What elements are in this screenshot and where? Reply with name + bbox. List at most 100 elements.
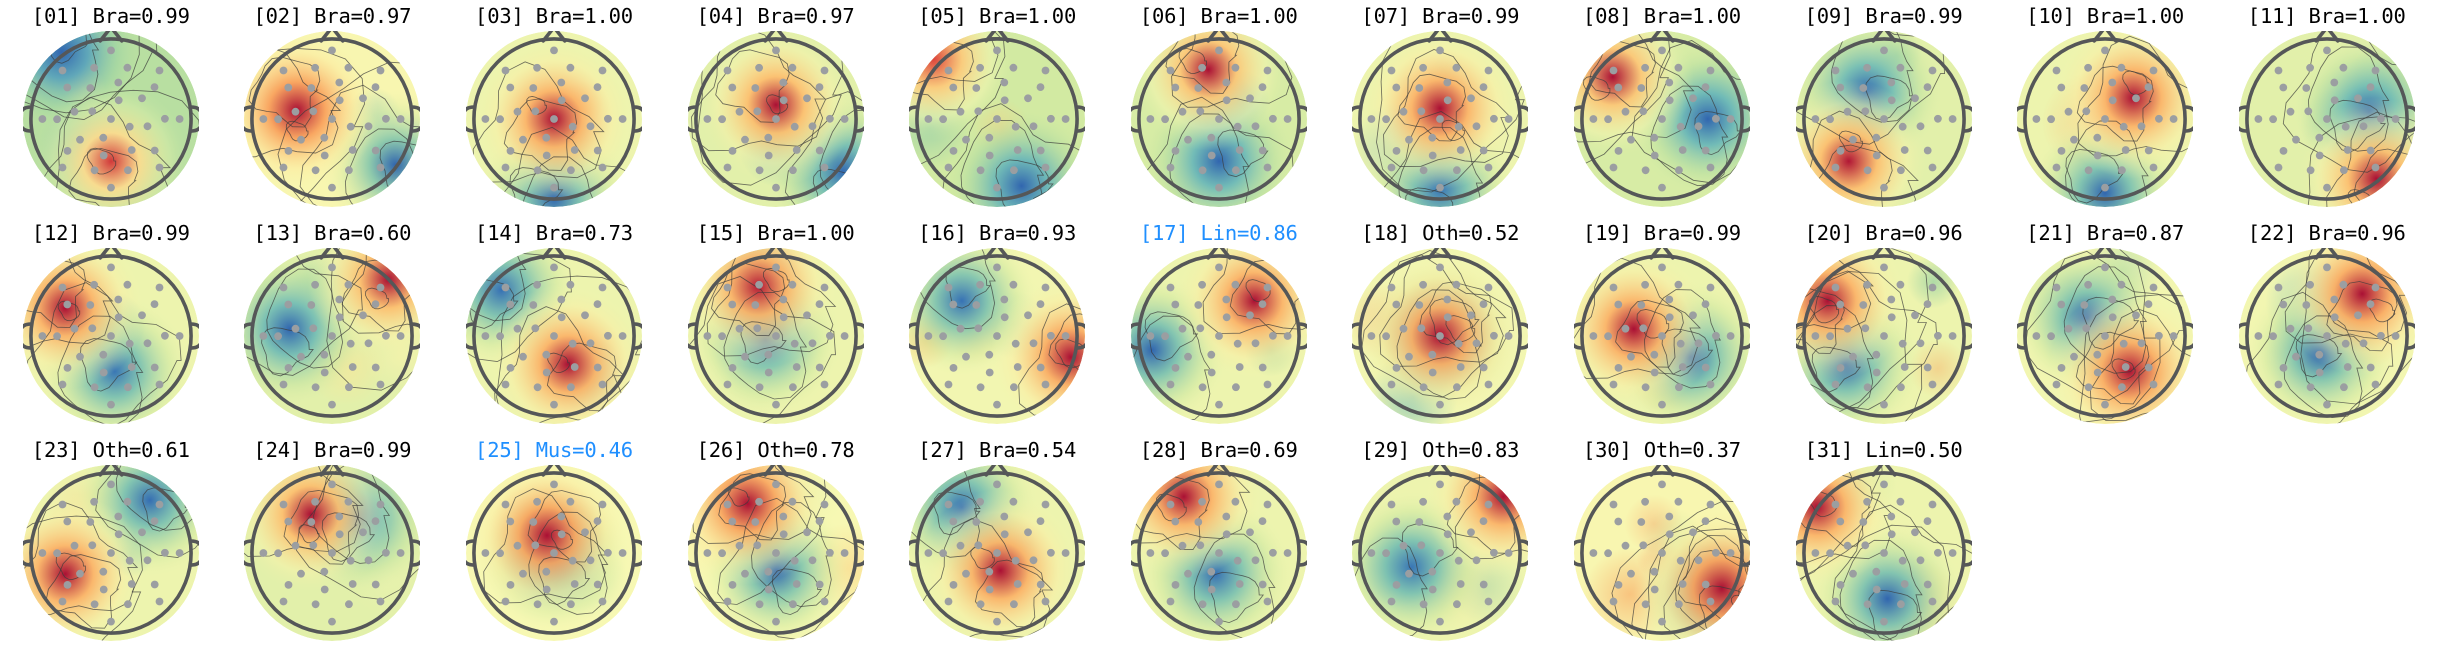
topomap-cell[interactable]: [29] Oth=0.83 bbox=[1330, 434, 1552, 651]
topomap-scalp-plot[interactable] bbox=[2238, 247, 2415, 424]
topomap-cell[interactable]: [10] Bra=1.00 bbox=[1994, 0, 2216, 217]
topomap-cell[interactable]: [06] Bra=1.00 bbox=[1108, 0, 1330, 217]
topomap-scalp-plot[interactable] bbox=[1130, 247, 1307, 424]
topomap-image bbox=[909, 30, 1086, 207]
topomap-cell[interactable]: [19] Bra=0.99 bbox=[1551, 217, 1773, 434]
topomap-scalp-plot[interactable] bbox=[687, 464, 864, 641]
topomap-cell[interactable]: [27] Bra=0.54 bbox=[886, 434, 1108, 651]
topomap-caption: [17] Lin=0.86 bbox=[1139, 221, 1298, 245]
topomap-cell[interactable]: [11] Bra=1.00 bbox=[2216, 0, 2438, 217]
topomap-cell[interactable]: [22] Bra=0.96 bbox=[2216, 217, 2438, 434]
topomap-image bbox=[2017, 30, 2194, 207]
topomap-cell[interactable]: [17] Lin=0.86 bbox=[1108, 217, 1330, 434]
topomap-cell[interactable]: [03] Bra=1.00 bbox=[443, 0, 665, 217]
topomap-cell[interactable]: [12] Bra=0.99 bbox=[0, 217, 222, 434]
topomap-image bbox=[2017, 247, 2194, 424]
topomap-caption: [25] Mus=0.46 bbox=[475, 438, 633, 462]
topomap-scalp-plot[interactable] bbox=[22, 247, 199, 424]
topomap-scalp-plot[interactable] bbox=[2017, 30, 2194, 207]
topomap-caption: [15] Bra=1.00 bbox=[696, 221, 855, 245]
topomap-cell[interactable]: [07] Bra=0.99 bbox=[1330, 0, 1552, 217]
topomap-image bbox=[909, 247, 1086, 424]
topomap-image bbox=[465, 247, 642, 424]
topomap-scalp-plot[interactable] bbox=[1352, 464, 1529, 641]
topomap-image bbox=[1352, 247, 1529, 424]
topomap-scalp-plot[interactable] bbox=[1130, 464, 1307, 641]
topomap-scalp-plot[interactable] bbox=[1130, 30, 1307, 207]
topomap-caption: [26] Oth=0.78 bbox=[696, 438, 855, 462]
topomap-cell[interactable]: [15] Bra=1.00 bbox=[665, 217, 887, 434]
topomap-image bbox=[1130, 30, 1307, 207]
topomap-scalp-plot[interactable] bbox=[1795, 464, 1972, 641]
topomap-image bbox=[1130, 464, 1307, 641]
topomap-cell[interactable]: [25] Mus=0.46 bbox=[443, 434, 665, 651]
topomap-scalp-plot[interactable] bbox=[909, 247, 1086, 424]
topomap-cell[interactable]: [16] Bra=0.93 bbox=[886, 217, 1108, 434]
topomap-image bbox=[22, 464, 199, 641]
topomap-scalp-plot[interactable] bbox=[909, 464, 1086, 641]
topomap-caption: [08] Bra=1.00 bbox=[1583, 4, 1741, 28]
topomap-scalp-plot[interactable] bbox=[1352, 247, 1529, 424]
topomap-caption: [05] Bra=1.00 bbox=[918, 4, 1077, 28]
topomap-scalp-plot[interactable] bbox=[2017, 247, 2194, 424]
topomap-scalp-plot[interactable] bbox=[1573, 464, 1750, 641]
topomap-scalp-plot[interactable] bbox=[1795, 247, 1972, 424]
topomap-scalp-plot[interactable] bbox=[687, 30, 864, 207]
topomap-cell[interactable]: [31] Lin=0.50 bbox=[1773, 434, 1995, 651]
topomap-scalp-plot[interactable] bbox=[244, 247, 421, 424]
topomap-cell[interactable]: [02] Bra=0.97 bbox=[222, 0, 444, 217]
topomap-image bbox=[2238, 30, 2415, 207]
topomap-image bbox=[1573, 247, 1750, 424]
topomap-caption: [09] Bra=0.99 bbox=[1804, 4, 1963, 28]
topomap-image bbox=[1795, 464, 1972, 641]
topomap-scalp-plot[interactable] bbox=[2238, 30, 2415, 207]
topomap-cell[interactable]: [14] Bra=0.73 bbox=[443, 217, 665, 434]
topomap-scalp-plot[interactable] bbox=[1795, 30, 1972, 207]
topomap-caption: [18] Oth=0.52 bbox=[1361, 221, 1520, 245]
topomap-scalp-plot[interactable] bbox=[465, 247, 642, 424]
topomap-image bbox=[1795, 30, 1972, 207]
topomap-scalp-plot[interactable] bbox=[1573, 247, 1750, 424]
topomap-cell[interactable]: [23] Oth=0.61 bbox=[0, 434, 222, 651]
topomap-cell[interactable]: [30] Oth=0.37 bbox=[1551, 434, 1773, 651]
topomap-image bbox=[1352, 464, 1529, 641]
topomap-cell[interactable]: [04] Bra=0.97 bbox=[665, 0, 887, 217]
topomap-image bbox=[22, 30, 199, 207]
topomap-scalp-plot[interactable] bbox=[1573, 30, 1750, 207]
topomap-image bbox=[465, 30, 642, 207]
topomap-caption: [10] Bra=1.00 bbox=[2026, 4, 2185, 28]
topomap-cell[interactable]: [13] Bra=0.60 bbox=[222, 217, 444, 434]
topomap-scalp-plot[interactable] bbox=[687, 247, 864, 424]
topomap-caption: [16] Bra=0.93 bbox=[918, 221, 1077, 245]
topomap-cell[interactable]: [05] Bra=1.00 bbox=[886, 0, 1108, 217]
topomap-caption: [04] Bra=0.97 bbox=[696, 4, 855, 28]
topomap-cell[interactable]: [09] Bra=0.99 bbox=[1773, 0, 1995, 217]
topomap-image bbox=[22, 247, 199, 424]
topomap-cell[interactable]: [28] Bra=0.69 bbox=[1108, 434, 1330, 651]
topomap-cell[interactable]: [18] Oth=0.52 bbox=[1330, 217, 1552, 434]
topomap-caption: [22] Bra=0.96 bbox=[2247, 221, 2406, 245]
topomap-cell[interactable]: [01] Bra=0.99 bbox=[0, 0, 222, 217]
topomap-cell[interactable]: [24] Bra=0.99 bbox=[222, 434, 444, 651]
topomap-scalp-plot[interactable] bbox=[244, 30, 421, 207]
topomap-caption: [20] Bra=0.96 bbox=[1804, 221, 1963, 245]
topomap-cell[interactable]: [26] Oth=0.78 bbox=[665, 434, 887, 651]
topomap-cell[interactable]: [20] Bra=0.96 bbox=[1773, 217, 1995, 434]
topomap-scalp-plot[interactable] bbox=[909, 30, 1086, 207]
topomap-scalp-plot[interactable] bbox=[244, 464, 421, 641]
topomap-image bbox=[2238, 247, 2415, 424]
topomap-scalp-plot[interactable] bbox=[465, 30, 642, 207]
topomap-image bbox=[1795, 247, 1972, 424]
topomap-scalp-plot[interactable] bbox=[1352, 30, 1529, 207]
topomap-scalp-plot[interactable] bbox=[22, 464, 199, 641]
topomap-cell[interactable]: [21] Bra=0.87 bbox=[1994, 217, 2216, 434]
topomap-caption: [19] Bra=0.99 bbox=[1583, 221, 1741, 245]
topomap-scalp-plot[interactable] bbox=[22, 30, 199, 207]
topomap-caption: [11] Bra=1.00 bbox=[2247, 4, 2406, 28]
topomap-cell[interactable]: [08] Bra=1.00 bbox=[1551, 0, 1773, 217]
topomap-image bbox=[1573, 30, 1750, 207]
topomap-scalp-plot[interactable] bbox=[465, 464, 642, 641]
topomap-image bbox=[687, 464, 864, 641]
topomap-caption: [12] Bra=0.99 bbox=[31, 221, 190, 245]
topomap-image bbox=[465, 464, 642, 641]
